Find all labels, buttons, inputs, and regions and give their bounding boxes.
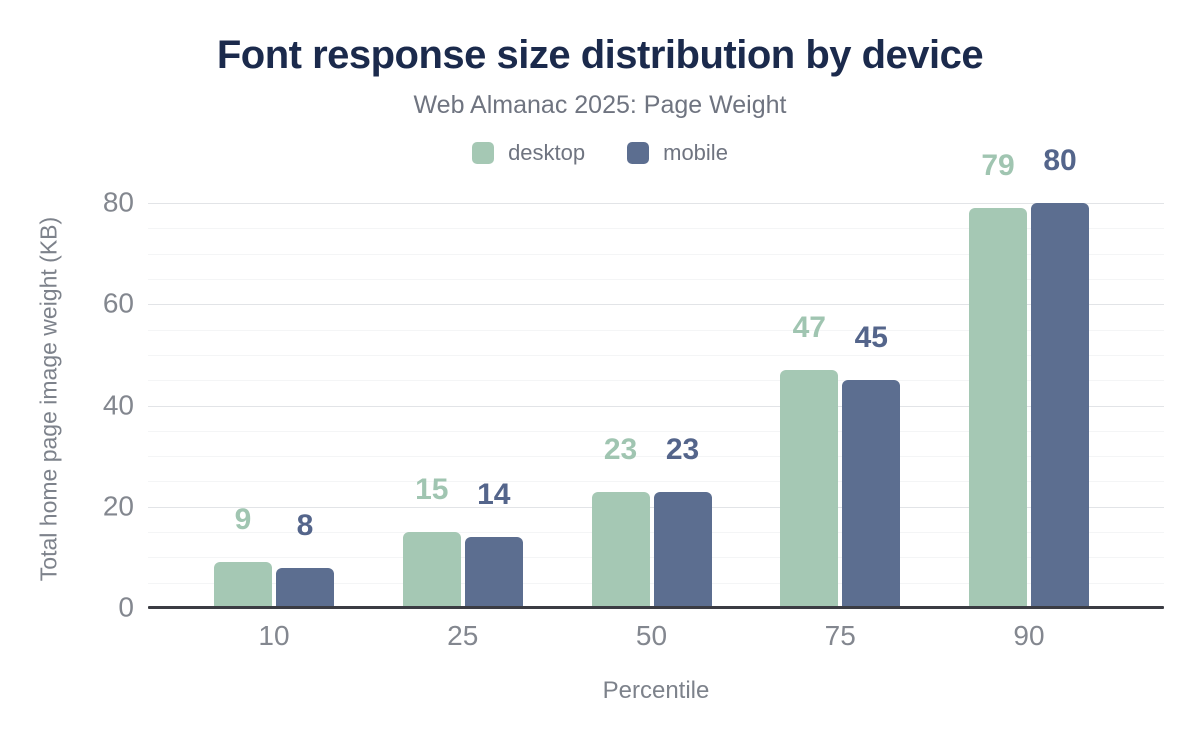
y-tick-label-60: 60 [102, 287, 134, 319]
minor-gridline [148, 329, 1164, 331]
plot-area: 9 8 15 14 23 23 47 45 79 80 [148, 146, 1164, 609]
bar-mobile-p25[interactable]: 14 [464, 480, 523, 608]
chart-subtitle: Web Almanac 2025: Page Weight [413, 91, 787, 119]
bar-value-label-desktop-p10: 9 [234, 503, 252, 537]
x-tick-labels: 10 25 50 75 90 [148, 622, 1164, 652]
bar-value-label-desktop-p90: 79 [981, 149, 1015, 183]
bar-group-p75: 47 45 [780, 190, 901, 608]
y-tick-label-0: 0 [118, 591, 134, 623]
y-tick-label-20: 20 [102, 490, 134, 522]
minor-gridline [148, 456, 1164, 458]
bar-group-p25: 15 14 [402, 190, 523, 608]
bar-desktop-p50[interactable]: 23 [591, 434, 650, 608]
legend-item-desktop[interactable]: desktop [472, 140, 585, 166]
legend-swatch-desktop [472, 142, 495, 164]
legend-swatch-mobile [627, 142, 650, 164]
minor-gridline [148, 380, 1164, 382]
bar-value-label-mobile-p90: 80 [1043, 144, 1077, 177]
minor-gridline [148, 278, 1164, 280]
bar-desktop-p90[interactable]: 79 [969, 151, 1027, 608]
x-axis-title: Percentile [602, 677, 710, 704]
y-tick-label-40: 40 [102, 388, 134, 420]
legend-item-mobile[interactable]: mobile [627, 140, 728, 166]
x-tick-label-50: 50 [635, 620, 668, 651]
bar-desktop-p25[interactable]: 15 [402, 475, 461, 608]
minor-gridline [148, 481, 1164, 483]
bar-value-label-mobile-p25: 14 [477, 478, 511, 512]
y-tick-label-80: 80 [102, 186, 134, 218]
bar-value-label-mobile-p50: 23 [665, 432, 700, 466]
bar-mobile-p10[interactable]: 8 [276, 510, 334, 608]
minor-gridline [148, 354, 1164, 356]
major-gridline [148, 304, 1164, 306]
bar-mobile-p75[interactable]: 45 [842, 323, 901, 608]
bar-desktop-p75[interactable]: 47 [780, 313, 839, 608]
bar-desktop-p10[interactable]: 9 [214, 505, 272, 608]
x-axis-line [148, 606, 1164, 609]
bar-value-label-desktop-p50: 23 [603, 432, 638, 466]
chart-title: Font response size distribution by devic… [216, 33, 984, 77]
x-tick-label-75: 75 [824, 620, 856, 651]
bar-value-label-desktop-p25: 15 [415, 473, 449, 507]
x-tick-label-25: 25 [447, 620, 479, 651]
x-tick-label-10: 10 [258, 620, 290, 651]
minor-gridline [148, 253, 1164, 255]
x-tick-label-90: 90 [1013, 620, 1045, 651]
bar-value-label-mobile-p10: 8 [296, 508, 314, 542]
minor-gridline [148, 228, 1164, 230]
legend-label-mobile: mobile [663, 140, 728, 165]
bar-group-p50: 23 23 [591, 190, 712, 608]
legend-label-desktop: desktop [508, 140, 586, 165]
bar-mobile-p90[interactable]: 80 [1031, 146, 1089, 608]
bar-value-label-desktop-p75: 47 [792, 311, 826, 345]
legend: desktop mobile [0, 140, 1200, 166]
bar-value-label-mobile-p75: 45 [854, 321, 888, 355]
major-gridline [148, 405, 1164, 407]
minor-gridline [148, 430, 1164, 432]
bar-mobile-p50[interactable]: 23 [653, 434, 712, 608]
bar-group-p90: 79 80 [969, 146, 1089, 608]
major-gridline [148, 203, 1164, 204]
